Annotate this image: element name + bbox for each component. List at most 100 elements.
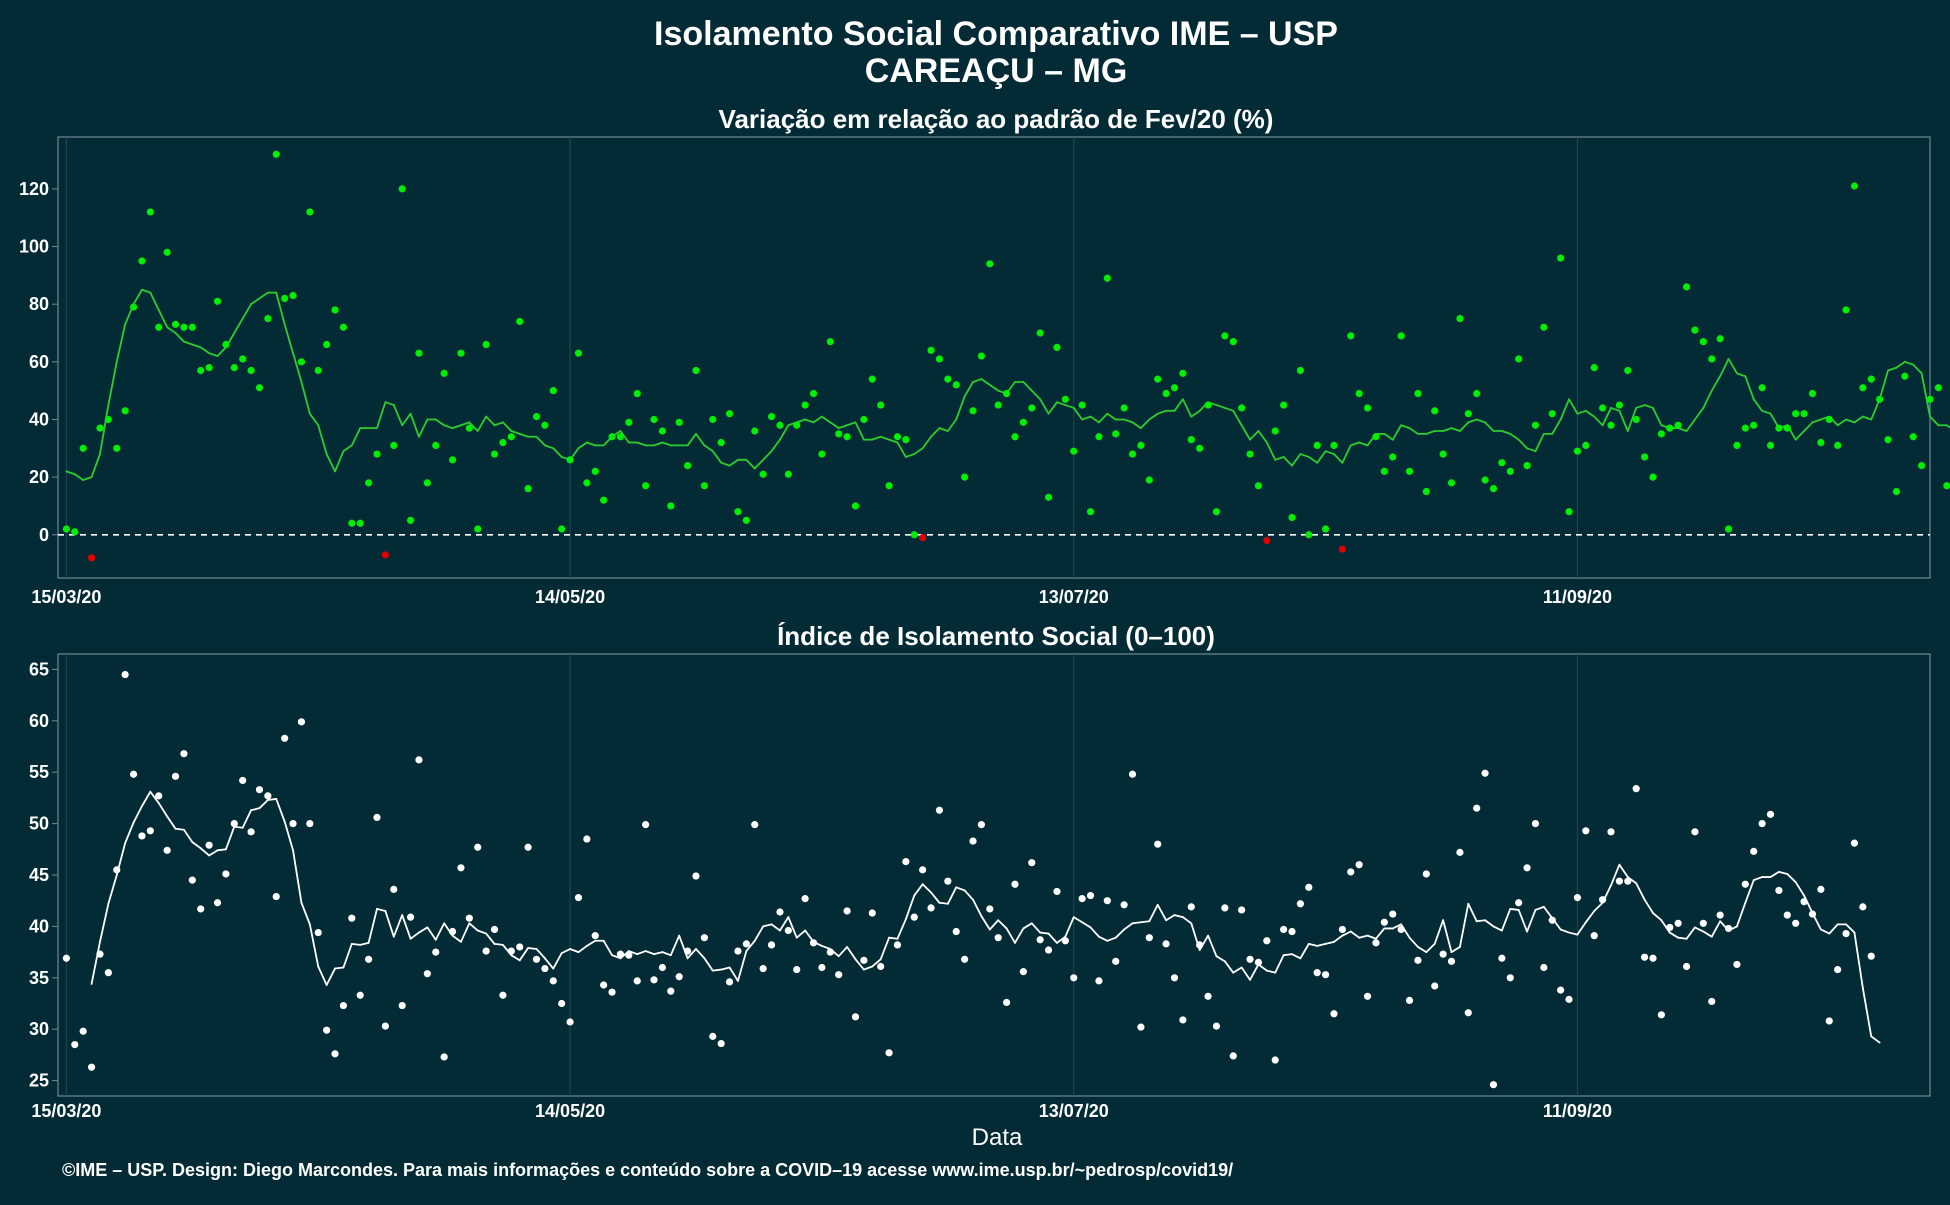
variation-point bbox=[1750, 421, 1758, 429]
index-moving-average-segment bbox=[250, 807, 261, 812]
variation-moving-average-segment bbox=[1030, 389, 1042, 401]
variation-point bbox=[801, 401, 809, 409]
index-point bbox=[516, 943, 524, 951]
isolation-index-panel: 15/03/20 14/05/20 13/07/20 11/09/20 25 30 35 40… bbox=[29, 653, 1931, 1121]
index-point bbox=[1565, 995, 1573, 1003]
variation-moving-average-segment bbox=[1895, 360, 1906, 369]
variation-moving-average-segment bbox=[258, 291, 269, 300]
index-moving-average-segment bbox=[141, 790, 152, 808]
variation-moving-average-segment bbox=[1736, 372, 1747, 378]
index-moving-average-segment bbox=[493, 942, 504, 946]
index-moving-average-segment bbox=[1375, 927, 1386, 940]
variation-point bbox=[868, 375, 876, 383]
index-point bbox=[532, 955, 541, 963]
index-point bbox=[499, 991, 507, 999]
index-point bbox=[1800, 898, 1808, 906]
variation-moving-average-segment bbox=[1240, 424, 1251, 441]
index-moving-average-segment bbox=[821, 945, 832, 950]
index-moving-average-segment bbox=[1098, 935, 1109, 942]
index-point bbox=[1103, 897, 1111, 905]
variation-point bbox=[1859, 384, 1867, 392]
index-moving-average-segment bbox=[426, 926, 437, 941]
index-moving-average-segment bbox=[1777, 871, 1789, 875]
index-moving-average-segment bbox=[266, 798, 278, 801]
variation-moving-average-segment bbox=[191, 343, 202, 349]
variation-moving-average-segment bbox=[745, 458, 756, 470]
variation-moving-average-segment bbox=[728, 458, 739, 467]
variation-point bbox=[1766, 441, 1775, 450]
index-moving-average-segment bbox=[1593, 901, 1604, 912]
y-tick-label: 60 bbox=[29, 711, 49, 731]
variation-moving-average-segment bbox=[292, 352, 303, 383]
index-point bbox=[79, 1027, 87, 1035]
index-moving-average-segment bbox=[946, 886, 958, 905]
index-moving-average-segment bbox=[1710, 920, 1722, 938]
variation-moving-average-segment bbox=[1610, 407, 1621, 412]
variation-point bbox=[524, 485, 532, 493]
variation-moving-average-segment bbox=[401, 412, 412, 427]
variation-moving-average-segment bbox=[1635, 404, 1646, 409]
variation-point bbox=[1011, 433, 1019, 441]
index-moving-average-segment bbox=[972, 898, 983, 918]
variation-point bbox=[121, 407, 129, 415]
variation-point bbox=[314, 366, 322, 375]
index-moving-average-segment bbox=[1089, 926, 1100, 938]
variation-moving-average-segment bbox=[972, 378, 983, 383]
index-moving-average-segment bbox=[1467, 902, 1478, 923]
x-tick-label: 13/07/20 bbox=[1039, 587, 1109, 607]
index-moving-average-segment bbox=[1500, 908, 1512, 932]
variation-point bbox=[633, 389, 641, 398]
variation-moving-average-segment bbox=[73, 473, 85, 481]
variation-point bbox=[390, 441, 398, 450]
index-point bbox=[1548, 916, 1556, 924]
variation-point bbox=[507, 433, 515, 441]
variation-moving-average-segment bbox=[1341, 444, 1352, 464]
index-moving-average-segment bbox=[1484, 919, 1495, 928]
index-point bbox=[1649, 954, 1657, 962]
index-point bbox=[1405, 996, 1414, 1005]
variation-moving-average-segment bbox=[711, 450, 723, 464]
index-moving-average-segment bbox=[216, 848, 227, 852]
index-point bbox=[1599, 896, 1607, 904]
variation-point bbox=[1943, 482, 1950, 490]
variation-moving-average-segment bbox=[1584, 409, 1596, 418]
index-point bbox=[1002, 998, 1011, 1007]
index-moving-average-segment bbox=[1517, 909, 1528, 933]
variation-point bbox=[1792, 410, 1800, 418]
variation-point bbox=[1305, 531, 1313, 539]
index-point bbox=[1624, 877, 1632, 885]
index-point bbox=[213, 899, 222, 907]
variation-point bbox=[306, 208, 314, 216]
index-moving-average-segment bbox=[359, 941, 370, 946]
index-point bbox=[1607, 828, 1615, 836]
index-moving-average-segment bbox=[1568, 931, 1579, 936]
variation-moving-average-segment bbox=[1123, 418, 1134, 424]
variation-point bbox=[1724, 525, 1733, 533]
variation-moving-average-segment bbox=[686, 432, 697, 447]
variation-point bbox=[373, 450, 381, 458]
variation-point bbox=[406, 516, 415, 524]
variation-moving-average-segment bbox=[695, 432, 706, 447]
index-point bbox=[793, 965, 801, 974]
variation-point bbox=[1624, 366, 1632, 375]
index-moving-average-segment bbox=[384, 910, 395, 938]
index-moving-average-segment bbox=[1014, 927, 1025, 944]
index-point bbox=[197, 905, 205, 913]
index-point bbox=[1523, 864, 1531, 872]
variation-point bbox=[860, 415, 868, 424]
variation-moving-average-segment bbox=[1131, 421, 1142, 430]
variation-point bbox=[1489, 485, 1498, 493]
variation-point bbox=[658, 427, 667, 435]
index-moving-average-segment bbox=[1492, 925, 1503, 932]
variation-moving-average-segment bbox=[821, 415, 832, 424]
index-point bbox=[1783, 911, 1791, 919]
index-point bbox=[1137, 1023, 1145, 1031]
index-point bbox=[314, 928, 322, 937]
variation-point bbox=[1355, 389, 1363, 398]
index-point bbox=[709, 1032, 717, 1040]
variation-moving-average-segment bbox=[1425, 430, 1436, 435]
variation-moving-average-segment bbox=[1265, 441, 1277, 461]
index-point bbox=[843, 907, 851, 915]
variation-point bbox=[1733, 441, 1741, 450]
variation-point bbox=[1044, 493, 1053, 501]
